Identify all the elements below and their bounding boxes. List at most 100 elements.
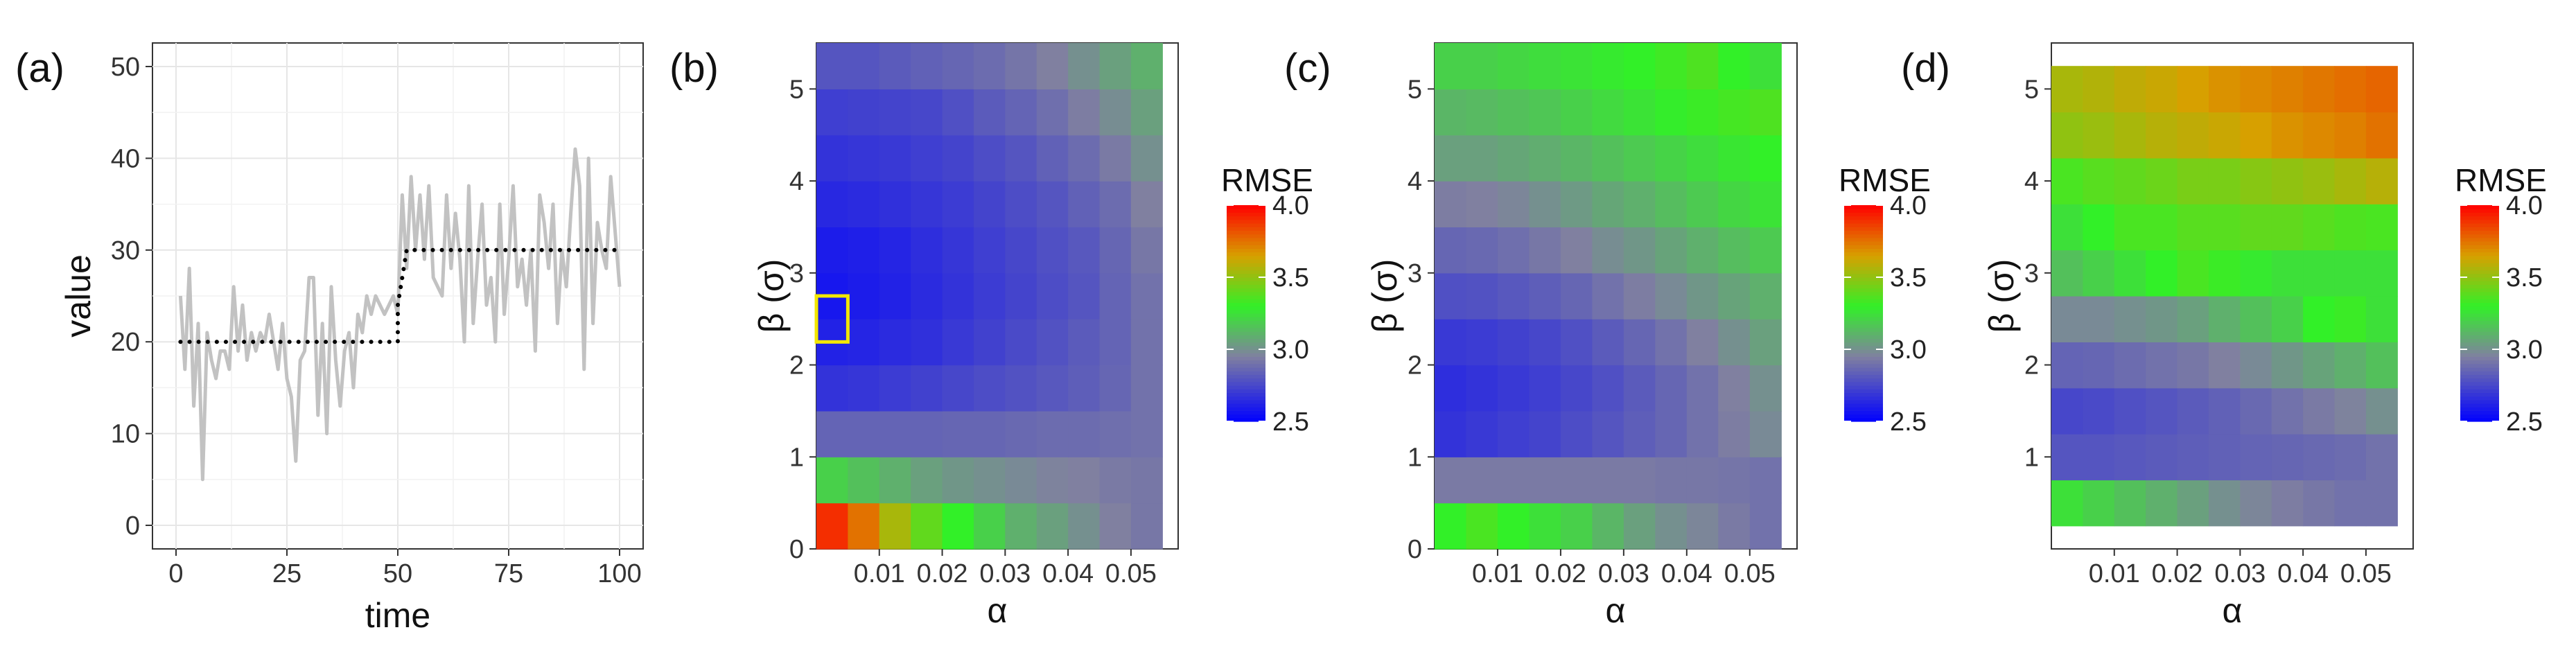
heatmap-cell-b — [848, 365, 880, 412]
heatmap-cell-b — [848, 43, 880, 89]
legend-tick-label-b: 4.0 — [1272, 191, 1309, 220]
heatmap-cell-b — [879, 272, 911, 319]
heatmap-cell-d — [2303, 66, 2336, 113]
heatmap-cell-d — [2271, 434, 2304, 481]
y-axis-title-d: β (σ) — [1982, 259, 2021, 333]
heatmap-cell-c — [1655, 134, 1688, 182]
heatmap-cell-b — [1036, 227, 1069, 274]
heatmap-cell-c — [1435, 457, 1467, 504]
heatmap-cell-b — [848, 272, 880, 319]
legend-colorbar-segment-b — [1227, 263, 1265, 267]
legend-colorbar-segment-c — [1844, 216, 1883, 220]
heatmap-cell-b — [879, 89, 911, 136]
legend-colorbar-segment-b — [1227, 309, 1265, 314]
legend-colorbar-segment-b — [1227, 205, 1265, 209]
legend-colorbar-segment-d — [2460, 277, 2499, 281]
legend-colorbar-segment-d — [2460, 417, 2499, 422]
legend-colorbar-segment-c — [1844, 389, 1883, 393]
line-chart-a: 0 25 50 75 100 0 10 20 30 40 50 time value — [59, 42, 644, 635]
heatmap-cell-b — [1099, 181, 1132, 228]
heatmap-cell-b — [1099, 457, 1132, 504]
legend-colorbar-segment-c — [1844, 248, 1883, 253]
heatmap-cell-c — [1435, 410, 1467, 457]
heatmap-cell-c — [1497, 410, 1530, 457]
heatmap-cell-c — [1686, 319, 1719, 366]
heatmap-cell-b — [816, 43, 848, 89]
panel-label-c: (c) — [1284, 46, 1331, 91]
legend-colorbar-segment-d — [2460, 313, 2499, 317]
legend-colorbar-segment-c — [1844, 410, 1883, 415]
heatmap-cell-c — [1435, 227, 1467, 274]
legend-colorbar-segment-c — [1844, 259, 1883, 263]
heatmap-cell-b — [1068, 181, 1101, 228]
heatmap-cell-d — [2240, 157, 2272, 204]
legend-colorbar-segment-d — [2460, 331, 2499, 335]
legend-colorbar-segment-d — [2460, 353, 2499, 357]
legend-colorbar-segment-c — [1844, 349, 1883, 353]
heatmap-cell-b — [1005, 43, 1037, 89]
legend-colorbar-segment-d — [2460, 302, 2499, 307]
heatmap-cell-c — [1435, 89, 1467, 136]
legend-b: 2.5 3.0 3.5 4.0 — [1227, 191, 1309, 437]
legend-colorbar-segment-c — [1844, 356, 1883, 361]
heatmap-d: 0.01 0.02 0.03 0.04 0.05 1 2 3 4 5 α β (σ) 2.5 3.0… — [1982, 42, 2547, 630]
legend-colorbar-segment-c — [1844, 327, 1883, 332]
heatmap-cell-d — [2114, 204, 2146, 251]
y-tick-label-c: 5 — [1408, 75, 1422, 104]
heatmap-cell-d — [2208, 434, 2241, 481]
heatmap-cell-d — [2208, 342, 2241, 389]
legend-colorbar-segment-c — [1844, 273, 1883, 278]
heatmap-cell-d — [2208, 112, 2241, 159]
heatmap-c: 0.01 0.02 0.03 0.04 0.05 0 1 2 3 4 5 α β (σ) 2.5 3.… — [1365, 42, 1931, 630]
heatmap-cell-c — [1497, 272, 1530, 319]
legend-tick-label-c: 2.5 — [1890, 408, 1927, 437]
legend-colorbar-segment-d — [2460, 241, 2499, 245]
legend-colorbar-segment-b — [1227, 212, 1265, 217]
heatmap-cell-d — [2271, 112, 2304, 159]
legend-colorbar-segment-b — [1227, 342, 1265, 347]
heatmap-cell-c — [1466, 410, 1498, 457]
legend-colorbar-segment-b — [1227, 371, 1265, 375]
heatmap-cell-b — [1130, 134, 1163, 182]
heatmap-cell-b — [1005, 272, 1037, 319]
heatmap-cell-d — [2177, 112, 2209, 159]
heatmap-cell-d — [2334, 434, 2367, 481]
heatmap-cell-c — [1718, 502, 1751, 550]
heatmap-cell-c — [1529, 319, 1561, 366]
legend-colorbar-segment-b — [1227, 245, 1265, 249]
heatmap-cell-c — [1623, 272, 1656, 319]
heatmap-cell-c — [1623, 134, 1656, 182]
heatmap-cell-b — [973, 502, 1006, 550]
heatmap-cell-b — [1130, 365, 1163, 412]
legend-colorbar-segment-b — [1227, 216, 1265, 220]
legend-colorbar-segment-b — [1227, 255, 1265, 260]
legend-colorbar-segment-d — [2460, 216, 2499, 220]
heatmap-cell-c — [1686, 89, 1719, 136]
heatmap-cell-b — [816, 227, 848, 274]
heatmap-cell-d — [2177, 296, 2209, 342]
heatmap-cell-b — [1036, 134, 1069, 182]
legend-colorbar-segment-b — [1227, 252, 1265, 256]
legend-colorbar-segment-d — [2460, 259, 2499, 263]
heatmap-cell-b — [879, 365, 911, 412]
legend-colorbar-segment-c — [1844, 396, 1883, 401]
heatmap-cell-b — [1068, 319, 1101, 366]
heatmap-cell-b — [1130, 181, 1163, 228]
heatmap-cell-c — [1560, 227, 1593, 274]
legend-colorbar-segment-d — [2460, 403, 2499, 408]
legend-colorbar-segment-d — [2460, 306, 2499, 310]
y-tick-label-c: 0 — [1408, 535, 1422, 564]
y-axis-title-b: β (σ) — [752, 259, 791, 333]
heatmap-cell-d — [2177, 157, 2209, 204]
legend-colorbar-segment-d — [2460, 335, 2499, 339]
legend-colorbar-segment-b — [1227, 284, 1265, 289]
heatmap-cell-c — [1592, 502, 1624, 550]
heatmap-cell-d — [2177, 434, 2209, 481]
y-tick-label-d: 4 — [2024, 167, 2039, 196]
heatmap-cell-d — [2365, 249, 2398, 297]
heatmap-cell-d — [2083, 112, 2115, 159]
heatmap-cell-d — [2051, 342, 2083, 389]
heatmap-cell-d — [2334, 204, 2367, 251]
heatmap-cell-d — [2146, 296, 2178, 342]
legend-colorbar-segment-c — [1844, 277, 1883, 281]
